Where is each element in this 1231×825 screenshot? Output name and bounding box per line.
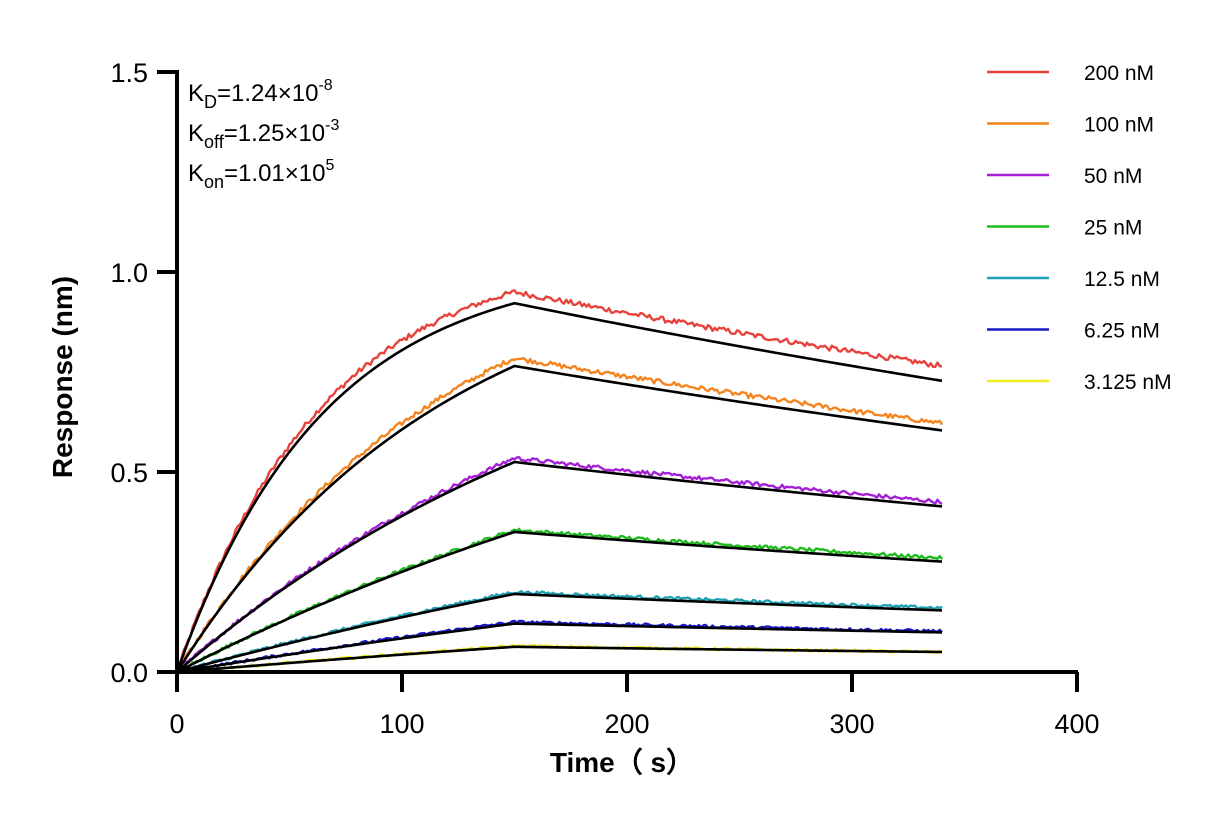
legend-label-1: 100 nM [1084, 114, 1154, 137]
series-line-6 [176, 643, 943, 674]
series-line-0 [175, 289, 943, 672]
y-tick-label: 0.5 [110, 458, 148, 488]
legend-label-5: 6.25 nM [1084, 320, 1160, 343]
fit-line-0 [175, 301, 943, 673]
fit-line-4 [176, 592, 943, 674]
y-tick-label: 1.0 [110, 258, 148, 288]
annotation-kon: Kon=1.01×105 [188, 157, 334, 192]
fit-line-1 [175, 364, 943, 673]
legend-label-6: 3.125 nM [1084, 371, 1172, 394]
legend-label-2: 50 nM [1084, 165, 1142, 188]
axes: 0 100 200 300 400 0.0 0.5 1.0 1.5 [110, 58, 1099, 739]
data-series [175, 289, 944, 675]
y-tick-label: 1.5 [110, 58, 148, 88]
annotation-kd: KD=1.24×10-8 [188, 77, 333, 112]
x-tick-label: 0 [169, 709, 184, 739]
series-line-1 [175, 356, 944, 675]
legend-label-0: 200 nM [1084, 62, 1154, 85]
x-tick-label: 200 [604, 709, 649, 739]
x-tick-label: 300 [829, 709, 874, 739]
legend: 200 nM 100 nM 50 nM 25 nM 12.5 nM 6.25 nM 3.12… [987, 62, 1172, 394]
y-axis-title: Response (nm) [47, 276, 78, 478]
fit-line-5 [176, 622, 943, 674]
x-tick-label: 100 [379, 709, 424, 739]
y-tick-label: 0.0 [110, 658, 148, 688]
annotation-koff: Koff=1.25×10-3 [188, 117, 339, 152]
fit-line-6 [176, 645, 943, 674]
x-tick-label: 400 [1054, 709, 1099, 739]
legend-label-4: 12.5 nM [1084, 268, 1160, 291]
fit-line-2 [176, 460, 943, 673]
series-line-2 [176, 455, 943, 673]
fit-line-3 [176, 530, 943, 674]
x-axis-title: Time（ s） [550, 746, 694, 778]
kinetic-annotations: KD=1.24×10-8 Koff=1.25×10-3 Kon=1.01×105 [188, 77, 339, 192]
series-line-4 [176, 589, 943, 673]
legend-label-3: 25 nM [1084, 217, 1142, 240]
